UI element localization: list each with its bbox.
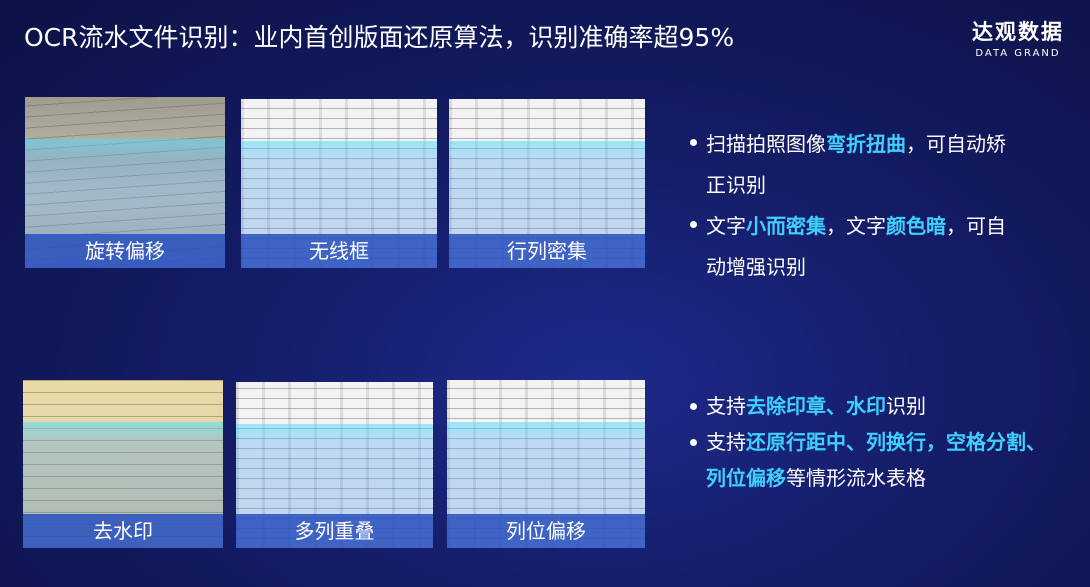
image-card: 旋转偏移 [25, 97, 225, 268]
image-card: 去水印 [23, 380, 223, 548]
bullet-text: 支持 [706, 430, 746, 454]
card-label: 多列重叠 [236, 514, 433, 548]
highlight-text: 颜色暗 [886, 214, 946, 238]
bullet: 扫描拍照图像弯折扭曲，可自动矫正识别 [690, 124, 1020, 206]
image-card: 无线框 [241, 99, 437, 268]
bullet: 支持还原行距中、列换行，空格分割、列位偏移等情形流水表格 [690, 424, 1060, 496]
bullet-text: ，可自动增强识别 [706, 214, 1006, 279]
image-card: 列位偏移 [447, 380, 645, 548]
bullet-text: 等情形流水表格 [786, 466, 926, 490]
card-label: 去水印 [23, 514, 223, 548]
card-label: 行列密集 [449, 234, 645, 268]
bullet-text: 文字 [706, 214, 746, 238]
card-label: 列位偏移 [447, 514, 645, 548]
highlight-text: 弯折扭曲 [826, 132, 906, 156]
logo: 达观数据 DATA GRAND [972, 16, 1064, 59]
bullet-text: ，文字 [826, 214, 886, 238]
bullet-text: 支持 [706, 394, 746, 418]
bullet-list: 支持去除印章、水印识别 支持还原行距中、列换行，空格分割、列位偏移等情形流水表格 [690, 388, 1060, 496]
bullet: 文字小而密集，文字颜色暗，可自动增强识别 [690, 206, 1020, 288]
image-card: 行列密集 [449, 99, 645, 268]
title: OCR流水文件识别：业内首创版面还原算法，识别准确率超95% [24, 23, 735, 52]
card-label: 无线框 [241, 234, 437, 268]
highlight-text: 小而密集 [746, 214, 826, 238]
logo-subtitle: DATA GRAND [975, 48, 1061, 59]
bullet-text: 扫描拍照图像 [706, 132, 826, 156]
highlight-text: 去除印章、水印 [746, 394, 886, 418]
logo-name: 达观数据 [972, 20, 1064, 44]
highlight-text: 还原行距中、列换行，空格分割、列位偏移 [706, 430, 1046, 490]
bullet-text: ，可自动矫正识别 [706, 132, 1006, 197]
image-card: 多列重叠 [236, 382, 433, 548]
card-label: 旋转偏移 [25, 234, 225, 268]
bullet-list: 扫描拍照图像弯折扭曲，可自动矫正识别 文字小而密集，文字颜色暗，可自动增强识别 [690, 124, 1020, 288]
bullet: 支持去除印章、水印识别 [690, 388, 1060, 424]
bullet-text: 识别 [886, 394, 926, 418]
